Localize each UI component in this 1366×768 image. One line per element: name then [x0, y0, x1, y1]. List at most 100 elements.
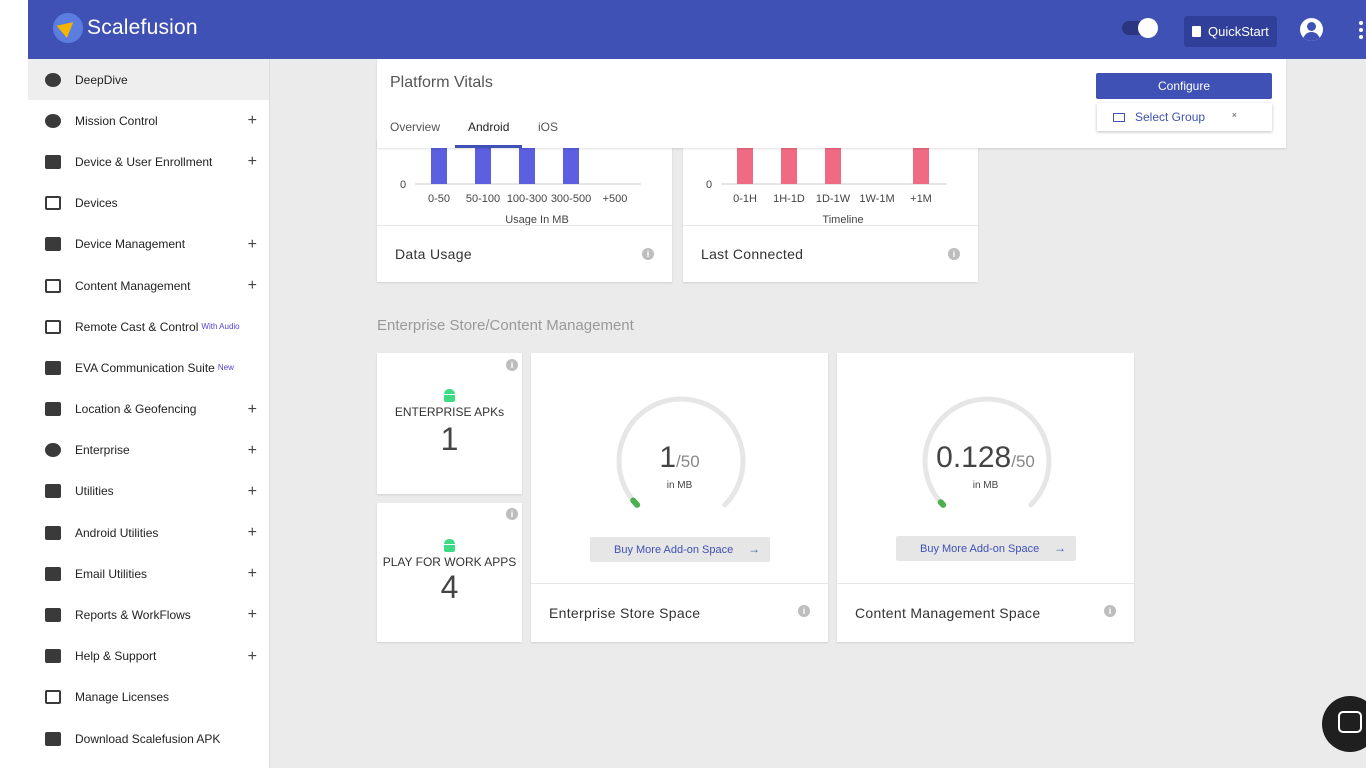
- info-icon[interactable]: i: [506, 508, 518, 520]
- content-space-used: 0.128: [936, 441, 1012, 474]
- x-tick-label: 1W-1M: [859, 193, 894, 205]
- sidebar-item-label: Device Management: [75, 237, 186, 252]
- gauge-icon: [45, 72, 61, 87]
- x-tick-label: +500: [603, 193, 628, 205]
- sidebar-item-device-user-enrollment[interactable]: Device & User Enrollment +: [28, 141, 269, 182]
- book-icon: [45, 649, 61, 664]
- info-icon[interactable]: i: [642, 248, 654, 260]
- enterprise-apks-card[interactable]: i ENTERPRISE APKs 1: [377, 353, 522, 494]
- buy-store-space-button[interactable]: Buy More Add-on Space →: [590, 537, 770, 562]
- sidebar-item-label: Reports & WorkFlows: [75, 608, 191, 623]
- enterprise-store-space-card: 1/50 in MB Buy More Add-on Space → Enter…: [531, 353, 828, 642]
- arrow-right-icon: →: [1054, 541, 1066, 555]
- sidebar-item-eva-communication-suite[interactable]: EVA Communication Suite New: [28, 347, 269, 388]
- sidebar-item-utilities[interactable]: Utilities +: [28, 471, 269, 512]
- content-space-footer: Content Management Space: [837, 583, 1134, 642]
- sidebar-item-label: Enterprise: [75, 443, 130, 458]
- expand-plus-icon[interactable]: +: [247, 482, 257, 500]
- chat-icon: [1338, 711, 1362, 733]
- report-icon: [45, 608, 61, 623]
- sidebar-item-mission-control[interactable]: Mission Control +: [28, 100, 269, 141]
- sidebar-item-download-scalefusion-apk[interactable]: Download Scalefusion APK: [28, 718, 269, 759]
- license-icon: [45, 690, 61, 705]
- sidebar-item-content-management[interactable]: Content Management +: [28, 265, 269, 306]
- x-tick-label: 0-1H: [733, 193, 757, 205]
- tab-overview[interactable]: Overview: [390, 120, 441, 134]
- quickstart-button[interactable]: QuickStart: [1184, 16, 1277, 47]
- last-connected-card: 0 0-1H 1H-1D 1D-1W 1W-1M +1M Timeline Last Con…: [683, 139, 978, 282]
- bar: [519, 139, 535, 184]
- folder-icon: [45, 278, 61, 293]
- chat-launcher-button[interactable]: [1322, 696, 1366, 752]
- expand-plus-icon[interactable]: +: [247, 153, 257, 171]
- account-icon[interactable]: [1300, 18, 1323, 41]
- content-space-value: 0.128/50: [837, 441, 1134, 475]
- sidebar-item-android-utilities[interactable]: Android Utilities +: [28, 512, 269, 553]
- last-connected-label: Last Connected: [701, 246, 804, 262]
- more-vert-icon[interactable]: [1359, 21, 1363, 39]
- sidebar-item-device-management[interactable]: Device Management +: [28, 224, 269, 265]
- document-icon: [1192, 26, 1201, 37]
- sidebar-item-devices[interactable]: Devices: [28, 183, 269, 224]
- sidebar-item-badge: With Audio: [201, 322, 240, 332]
- expand-plus-icon[interactable]: +: [247, 235, 257, 253]
- info-icon[interactable]: i: [506, 359, 518, 371]
- data-usage-label: Data Usage: [395, 246, 472, 262]
- expand-plus-icon[interactable]: +: [247, 524, 257, 542]
- x-tick-label: 1H-1D: [773, 193, 805, 205]
- buy-content-space-label: Buy More Add-on Space: [920, 542, 1040, 555]
- sidebar-item-label: Location & Geofencing: [75, 402, 197, 417]
- buy-content-space-button[interactable]: Buy More Add-on Space →: [896, 536, 1076, 561]
- sidebar-item-location-geofencing[interactable]: Location & Geofencing +: [28, 389, 269, 430]
- x-tick-label: +1M: [910, 193, 932, 205]
- sidebar-item-label: Utilities: [75, 484, 114, 499]
- tab-android[interactable]: Android: [468, 120, 510, 134]
- bar: [475, 147, 491, 184]
- sidebar-item-deepdive[interactable]: DeepDive: [28, 59, 269, 101]
- theme-toggle-knob[interactable]: [1138, 18, 1158, 38]
- brand-logo[interactable]: Scalefusion: [53, 13, 198, 43]
- sidebar-item-email-utilities[interactable]: Email Utilities +: [28, 553, 269, 594]
- android-icon: [444, 539, 455, 552]
- sidebar-item-manage-licenses[interactable]: Manage Licenses: [28, 677, 269, 718]
- devices-icon: [45, 154, 61, 169]
- info-icon[interactable]: i: [948, 248, 960, 260]
- store-space-footer-label: Enterprise Store Space: [549, 605, 701, 621]
- info-icon[interactable]: i: [798, 605, 810, 617]
- store-space-unit: in MB: [666, 480, 693, 491]
- expand-plus-icon[interactable]: +: [247, 565, 257, 583]
- select-group-label: Select Group: [1135, 110, 1206, 124]
- sidebar-item-enterprise[interactable]: Enterprise +: [28, 430, 269, 471]
- info-icon[interactable]: i: [1104, 605, 1116, 617]
- expand-plus-icon[interactable]: +: [247, 606, 257, 624]
- bar: [563, 147, 579, 184]
- sidebar-item-help-support[interactable]: Help & Support +: [28, 636, 269, 677]
- widgets-icon: [45, 566, 61, 581]
- android-icon: [444, 389, 455, 402]
- x-tick-label: 0-50: [428, 193, 450, 205]
- select-group-dropdown[interactable]: Select Group ×: [1097, 103, 1272, 131]
- expand-plus-icon[interactable]: +: [247, 647, 257, 665]
- expand-plus-icon[interactable]: +: [247, 441, 257, 459]
- clear-icon[interactable]: ×: [1231, 110, 1237, 120]
- sidebar-item-remote-cast-control[interactable]: Remote Cast & Control With Audio: [28, 306, 269, 347]
- enterprise-apks-label: ENTERPRISE APKs: [394, 405, 505, 419]
- sidebar-item-reports-workflows[interactable]: Reports & WorkFlows +: [28, 594, 269, 635]
- gauge-fill: [630, 497, 641, 508]
- content-space-unit: in MB: [972, 480, 999, 491]
- play-for-work-card[interactable]: i PLAY FOR WORK APPS 4: [377, 503, 522, 642]
- dashboard-icon: [45, 113, 61, 128]
- tab-ios[interactable]: iOS: [538, 120, 559, 134]
- expand-plus-icon[interactable]: +: [247, 276, 257, 294]
- store-space-used: 1: [659, 441, 677, 474]
- x-tick-label: 50-100: [466, 193, 500, 205]
- expand-plus-icon[interactable]: +: [247, 400, 257, 418]
- store-space-footer: Enterprise Store Space: [531, 583, 828, 642]
- sidebar-item-label: Device & User Enrollment: [75, 154, 213, 169]
- configure-button[interactable]: Configure: [1096, 73, 1272, 99]
- bar: [913, 147, 929, 184]
- buy-store-space-label: Buy More Add-on Space: [614, 543, 734, 556]
- bar: [737, 139, 753, 184]
- data-usage-chart: 0 0-50 50-100 100-300 300-500 +500 Usage In MB: [400, 139, 641, 225]
- expand-plus-icon[interactable]: +: [247, 112, 257, 130]
